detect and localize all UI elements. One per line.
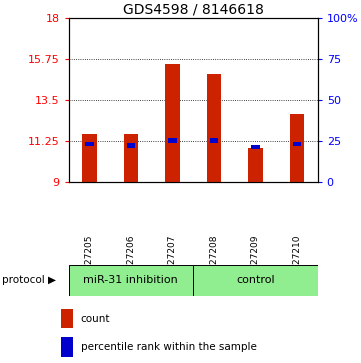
Bar xyxy=(61,337,73,356)
Text: GSM1027209: GSM1027209 xyxy=(251,235,260,295)
Text: GSM1027207: GSM1027207 xyxy=(168,235,177,295)
Text: control: control xyxy=(236,276,275,285)
Bar xyxy=(209,138,218,143)
Bar xyxy=(206,74,221,182)
Bar xyxy=(251,145,260,150)
Bar xyxy=(193,265,318,296)
Bar xyxy=(165,65,180,182)
Bar xyxy=(292,142,301,146)
Text: count: count xyxy=(81,314,110,324)
Text: GSM1027205: GSM1027205 xyxy=(85,235,94,295)
Title: GDS4598 / 8146618: GDS4598 / 8146618 xyxy=(123,3,264,17)
Bar xyxy=(82,134,97,182)
Text: GSM1027208: GSM1027208 xyxy=(209,235,218,295)
Text: miR-31 inhibition: miR-31 inhibition xyxy=(83,276,178,285)
Bar xyxy=(168,138,177,143)
Text: GSM1027206: GSM1027206 xyxy=(126,235,135,295)
Text: protocol ▶: protocol ▶ xyxy=(2,276,56,285)
Bar xyxy=(61,309,73,329)
Text: percentile rank within the sample: percentile rank within the sample xyxy=(81,342,256,352)
Bar xyxy=(290,114,304,182)
Bar xyxy=(85,142,94,146)
Text: GSM1027210: GSM1027210 xyxy=(292,235,301,295)
Bar xyxy=(123,134,138,182)
Bar xyxy=(126,143,135,148)
Bar xyxy=(69,265,193,296)
Bar xyxy=(248,148,263,182)
